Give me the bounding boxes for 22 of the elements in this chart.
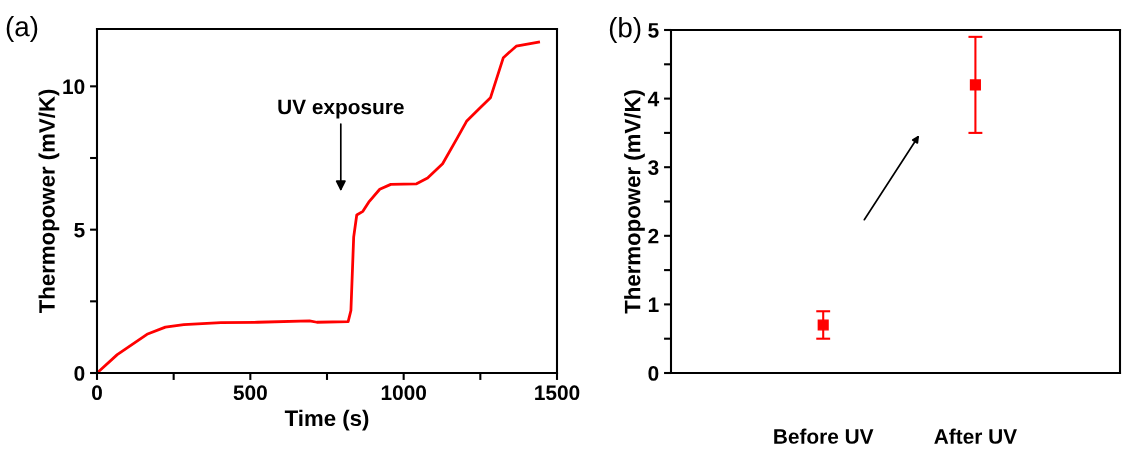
x-tick-label: 1000 (381, 385, 426, 401)
y-tick-label: 4 (647, 91, 660, 107)
y-tick-label: 2 (648, 228, 659, 244)
y-axis-title: Thermopower (mV/K) (38, 89, 60, 314)
x-tick-label: Before UV (774, 428, 874, 444)
y-tick-label: 0 (648, 366, 659, 381)
y-tick-label: 5 (74, 222, 85, 238)
x-axis-title: Time (s) (284, 409, 369, 431)
x-tick-label: 1500 (535, 385, 580, 401)
chart-title: (a) (6, 16, 38, 42)
annotation: UV exposure (278, 99, 404, 119)
y-tick-label: 0 (74, 366, 85, 381)
x-tick-label: 0 (92, 385, 102, 401)
y-axis-title: Thermopower (mV/K) (624, 90, 645, 314)
x-tick-label: 500 (233, 385, 267, 401)
y-tick-label: 5 (648, 23, 659, 38)
y-tick-label: 1 (648, 297, 659, 312)
y-tick-label: 3 (648, 160, 659, 175)
y-tick-label: 10 (63, 79, 85, 95)
x-tick-label: After UV (934, 428, 1017, 444)
chart-title: (b) (609, 17, 641, 43)
line-series (97, 40, 540, 373)
